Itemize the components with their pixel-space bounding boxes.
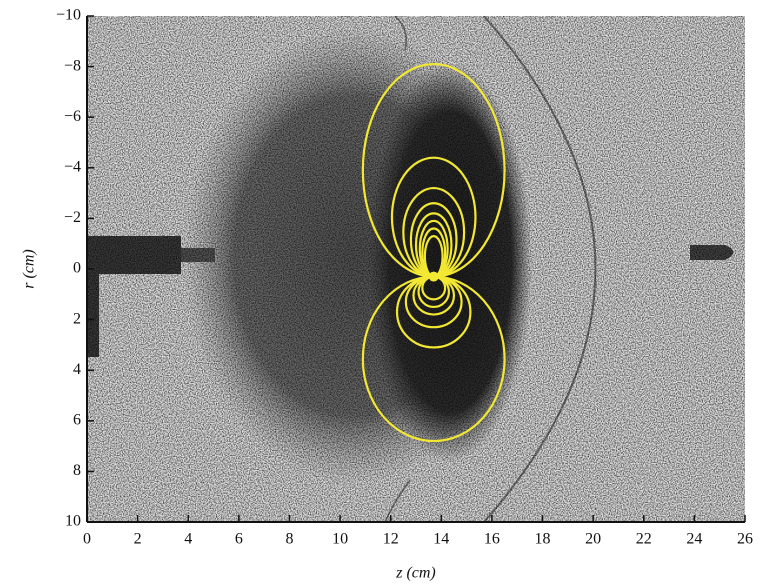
y-tick-label: 10 (65, 513, 81, 530)
x-tick-label: 24 (686, 531, 702, 548)
y-tick-label: −8 (64, 57, 81, 74)
x-tick-label: 0 (83, 531, 91, 548)
contour-center (428, 271, 439, 282)
x-tick-label: 22 (636, 531, 652, 548)
x-tick-label: 12 (383, 531, 399, 548)
y-tick-label: −2 (64, 209, 81, 226)
y-tick-label: −10 (56, 7, 81, 24)
photograph (87, 16, 745, 522)
y-tick-label: −6 (64, 108, 81, 125)
x-tick-label: 18 (535, 531, 551, 548)
y-tick-label: 4 (73, 361, 81, 378)
x-tick-label: 10 (332, 531, 348, 548)
y-tick-label: 0 (73, 260, 81, 277)
x-axis-label: z (cm) (395, 565, 436, 582)
y-tick-label: 8 (73, 462, 81, 479)
y-axis-label: r (cm) (21, 249, 38, 289)
x-tick-label: 26 (737, 531, 753, 548)
x-tick-label: 14 (433, 531, 449, 548)
y-tick-label: 6 (73, 411, 81, 428)
y-tick-label: 2 (73, 310, 81, 327)
x-tick-label: 2 (134, 531, 142, 548)
x-tick-label: 16 (484, 531, 500, 548)
x-tick-label: 20 (585, 531, 601, 548)
x-tick-label: 4 (184, 531, 192, 548)
y-tick-label: −4 (64, 158, 81, 175)
x-tick-label: 6 (235, 531, 243, 548)
x-tick-label: 8 (285, 531, 293, 548)
